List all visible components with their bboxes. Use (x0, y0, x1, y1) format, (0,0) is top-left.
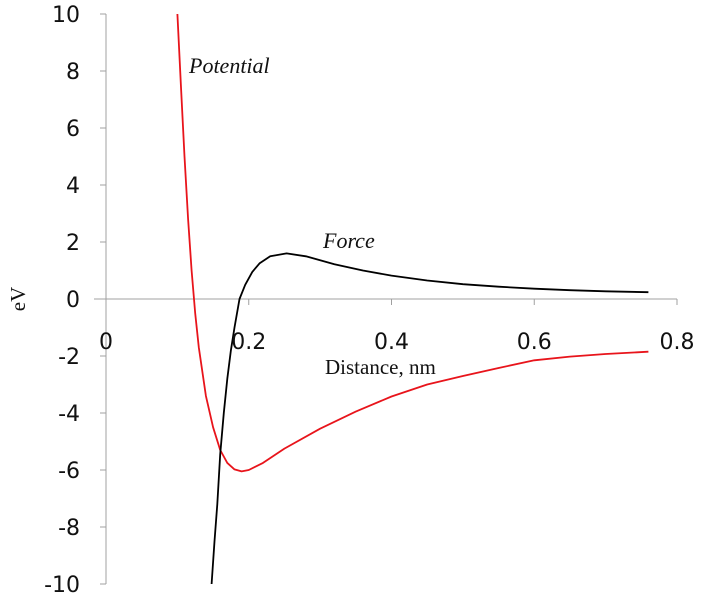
annotation-potential: Potential (188, 53, 270, 78)
y-tick-label: -2 (58, 345, 80, 370)
annotation-force: Force (322, 228, 375, 253)
series-line-force (210, 252, 649, 585)
y-axis-title: eV (6, 287, 30, 312)
x-tick-label: 0 (99, 330, 113, 355)
y-tick-label: -8 (58, 516, 80, 541)
series-line-potential (176, 13, 649, 473)
y-tick-label: 4 (66, 174, 80, 199)
y-tick-label: 8 (66, 60, 80, 85)
y-tick-label: 2 (66, 231, 80, 256)
tick-labels: 10 8 6 4 2 0 -2 -4 -6 -8 -10 0 0.2 0.4 0.6 0.8 (44, 3, 694, 598)
x-tick-label: 0.2 (231, 330, 266, 355)
y-tick-label: -10 (44, 573, 80, 598)
x-axis-title: Distance, nm (325, 355, 436, 379)
axes (94, 13, 678, 585)
x-tick-label: 0.8 (660, 330, 695, 355)
y-tick-label: 0 (66, 288, 80, 313)
y-tick-label: -4 (58, 402, 80, 427)
y-tick-label: 6 (66, 117, 80, 142)
series-lines (176, 13, 649, 585)
x-tick-label: 0.4 (374, 330, 409, 355)
y-tick-label: -6 (58, 459, 80, 484)
y-tick-label: 10 (52, 3, 80, 28)
x-tick-label: 0.6 (517, 330, 552, 355)
